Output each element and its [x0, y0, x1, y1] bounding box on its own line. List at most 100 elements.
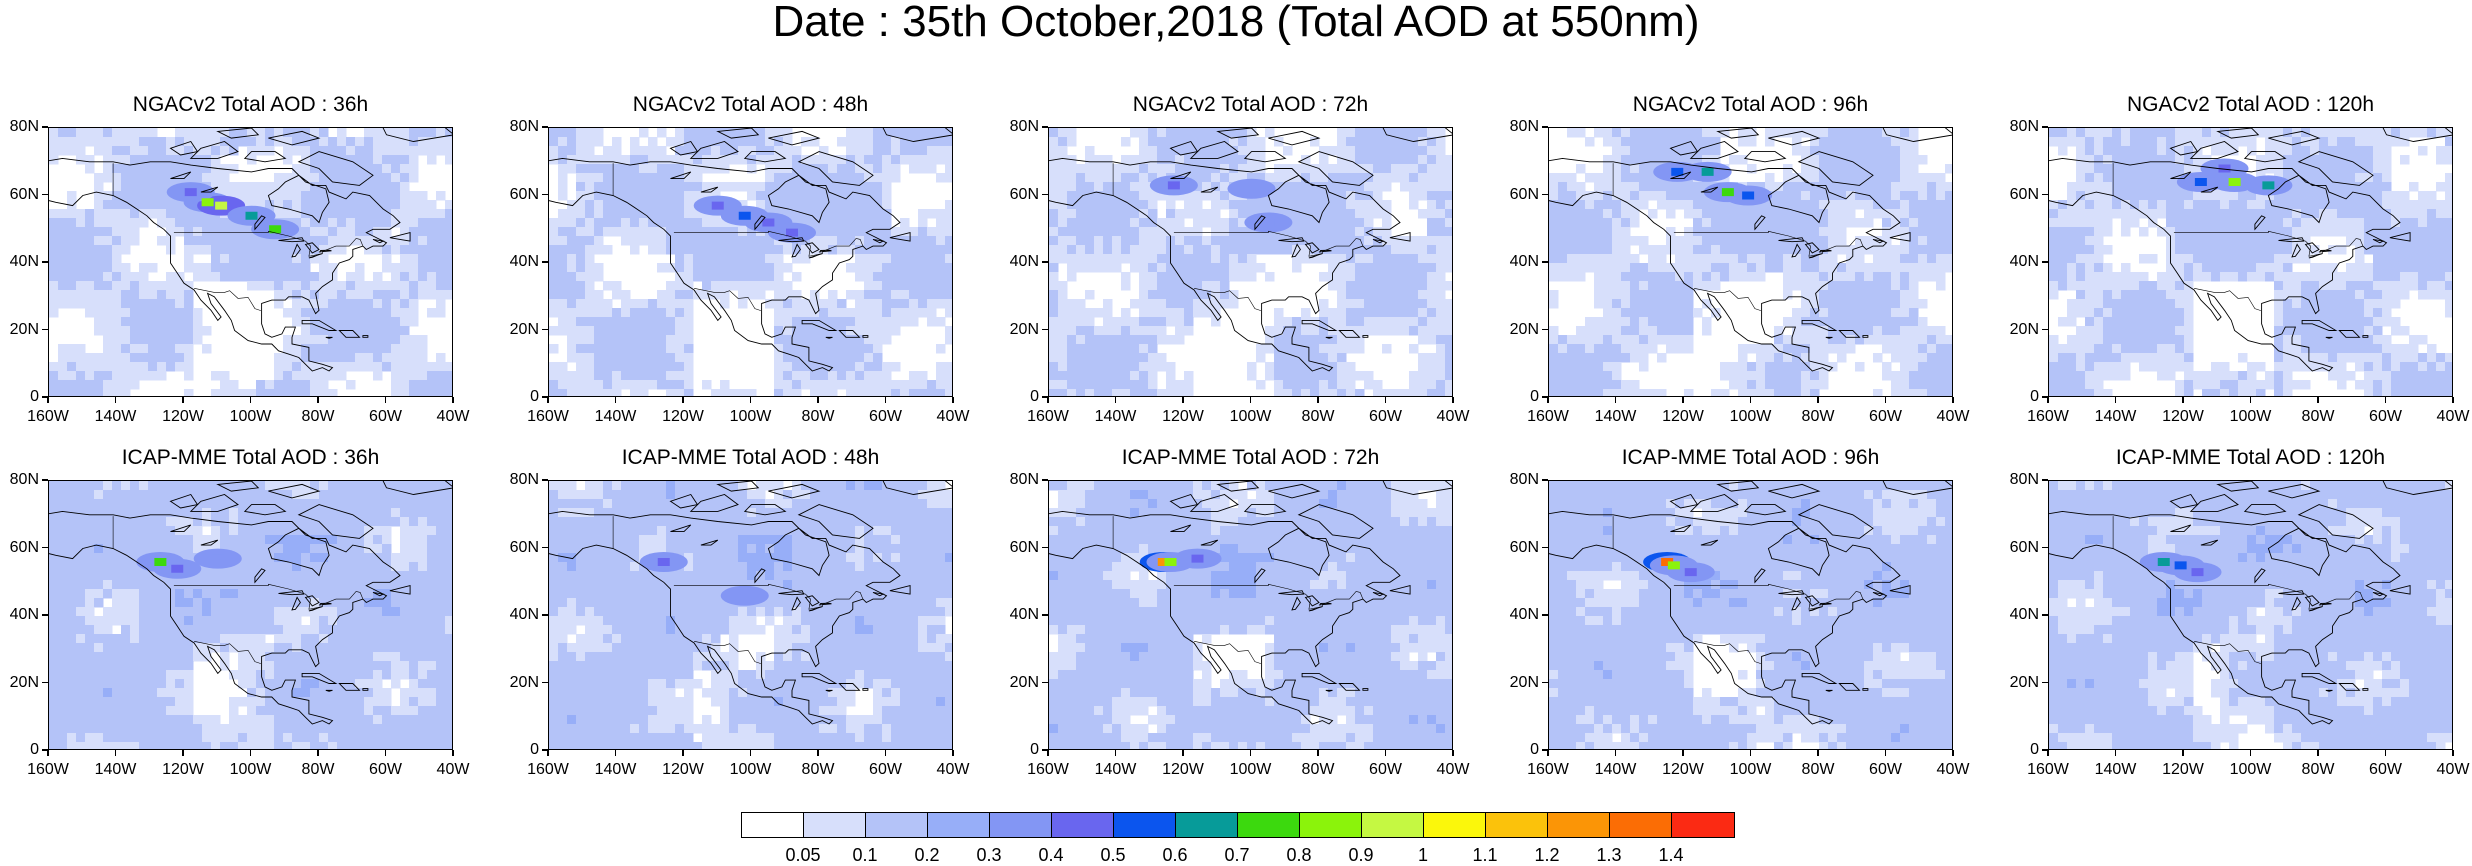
lat-tick [1042, 547, 1048, 549]
lon-tick-label: 140W [1095, 762, 1137, 778]
lon-tick-label: 120W [1162, 762, 1204, 778]
lon-tick [1182, 750, 1184, 756]
aod-map-svg [49, 481, 453, 750]
lat-tick [1542, 194, 1548, 196]
plume-core [246, 212, 258, 220]
panel-title: ICAP-MME Total AOD : 96h [1548, 446, 1953, 470]
lat-tick [542, 547, 548, 549]
lat-tick-label: 0 [1030, 389, 1039, 405]
lon-tick-label: 140W [595, 409, 637, 425]
lon-tick-label: 160W [527, 762, 569, 778]
lon-tick [1615, 397, 1617, 403]
plume-core [1668, 561, 1680, 569]
lat-tick [1042, 682, 1048, 684]
colorbar-label: 1.3 [1596, 845, 1621, 866]
lon-tick [1182, 397, 1184, 403]
lon-tick [1682, 750, 1684, 756]
lon-tick [1115, 750, 1117, 756]
lat-tick-label: 40N [1510, 254, 1539, 270]
lon-tick [1682, 397, 1684, 403]
lat-tick-label: 20N [2010, 322, 2039, 338]
lon-tick [47, 397, 49, 403]
lon-tick [615, 397, 617, 403]
lon-tick-label: 60W [1869, 762, 1902, 778]
lon-tick-label: 120W [662, 762, 704, 778]
lon-tick [385, 750, 387, 756]
aod-field [549, 128, 953, 397]
lon-tick-label: 40W [1937, 409, 1970, 425]
lon-tick-label: 60W [1869, 409, 1902, 425]
aod-map-svg [1549, 128, 1953, 397]
lon-tick-label: 80W [302, 762, 335, 778]
lat-tick [542, 329, 548, 331]
lat-tick [542, 614, 548, 616]
lat-tick [1042, 194, 1048, 196]
lon-tick-label: 60W [2369, 409, 2402, 425]
lon-tick [750, 750, 752, 756]
lon-tick [2385, 750, 2387, 756]
lat-tick-label: 60N [10, 540, 39, 556]
colorbar-box [742, 813, 804, 837]
lon-tick-label: 60W [369, 409, 402, 425]
panel-title: NGACv2 Total AOD : 48h [548, 93, 953, 117]
lon-tick [1317, 397, 1319, 403]
lon-tick-label: 120W [1162, 409, 1204, 425]
colorbar-label: 1 [1418, 845, 1428, 866]
lon-tick [1385, 750, 1387, 756]
lon-tick-label: 160W [27, 409, 69, 425]
plume-core [739, 212, 751, 220]
lon-tick [115, 750, 117, 756]
lon-tick-label: 80W [1302, 762, 1335, 778]
lon-tick-label: 80W [2302, 762, 2335, 778]
colorbar-label: 1.2 [1534, 845, 1559, 866]
lat-tick-label: 60N [10, 187, 39, 203]
lon-tick-label: 100W [1230, 762, 1272, 778]
aod-map-svg [549, 481, 953, 750]
aod-field [1049, 128, 1453, 397]
lon-tick-label: 40W [1437, 409, 1470, 425]
lon-tick [2182, 397, 2184, 403]
lon-tick [1250, 750, 1252, 756]
lon-tick [547, 397, 549, 403]
lon-tick-label: 80W [1802, 762, 1835, 778]
aod-field [49, 481, 453, 750]
plume-core [1262, 219, 1274, 227]
lat-tick [42, 547, 48, 549]
lat-tick-label: 80N [10, 119, 39, 135]
colorbar-label: 0.3 [976, 845, 1001, 866]
plume-core [712, 202, 724, 210]
aod-field [1049, 481, 1453, 750]
lon-tick [2115, 750, 2117, 756]
colorbar-box [1424, 813, 1486, 837]
plume-core [1246, 185, 1258, 193]
lon-tick [1952, 750, 1954, 756]
aod-map-panel [1548, 127, 1953, 397]
lon-tick [1817, 397, 1819, 403]
colorbar-label: 0.05 [785, 845, 820, 866]
colorbar-label: 0.4 [1038, 845, 1063, 866]
lat-tick [2042, 194, 2048, 196]
lon-tick [1047, 397, 1049, 403]
colorbar-label: 1.1 [1472, 845, 1497, 866]
lon-tick-label: 60W [369, 762, 402, 778]
lat-tick-label: 80N [2010, 472, 2039, 488]
plume-core [1742, 192, 1754, 200]
lon-tick-label: 160W [527, 409, 569, 425]
panel-title: ICAP-MME Total AOD : 120h [2048, 446, 2453, 470]
lon-tick-label: 160W [1027, 762, 1069, 778]
lon-tick [47, 750, 49, 756]
lat-tick [2042, 479, 2048, 481]
lon-tick-label: 140W [595, 762, 637, 778]
lat-tick-label: 60N [1010, 540, 1039, 556]
plume-core [762, 219, 774, 227]
panel-title: ICAP-MME Total AOD : 36h [48, 446, 453, 470]
lat-tick-label: 80N [1510, 119, 1539, 135]
lat-tick [1042, 261, 1048, 263]
lon-tick-label: 140W [95, 409, 137, 425]
colorbar-box [928, 813, 990, 837]
lat-tick [1042, 479, 1048, 481]
lat-tick-label: 0 [1530, 742, 1539, 758]
colorbar-box [1114, 813, 1176, 837]
panel-title: NGACv2 Total AOD : 96h [1548, 93, 1953, 117]
lat-tick-label: 40N [510, 254, 539, 270]
